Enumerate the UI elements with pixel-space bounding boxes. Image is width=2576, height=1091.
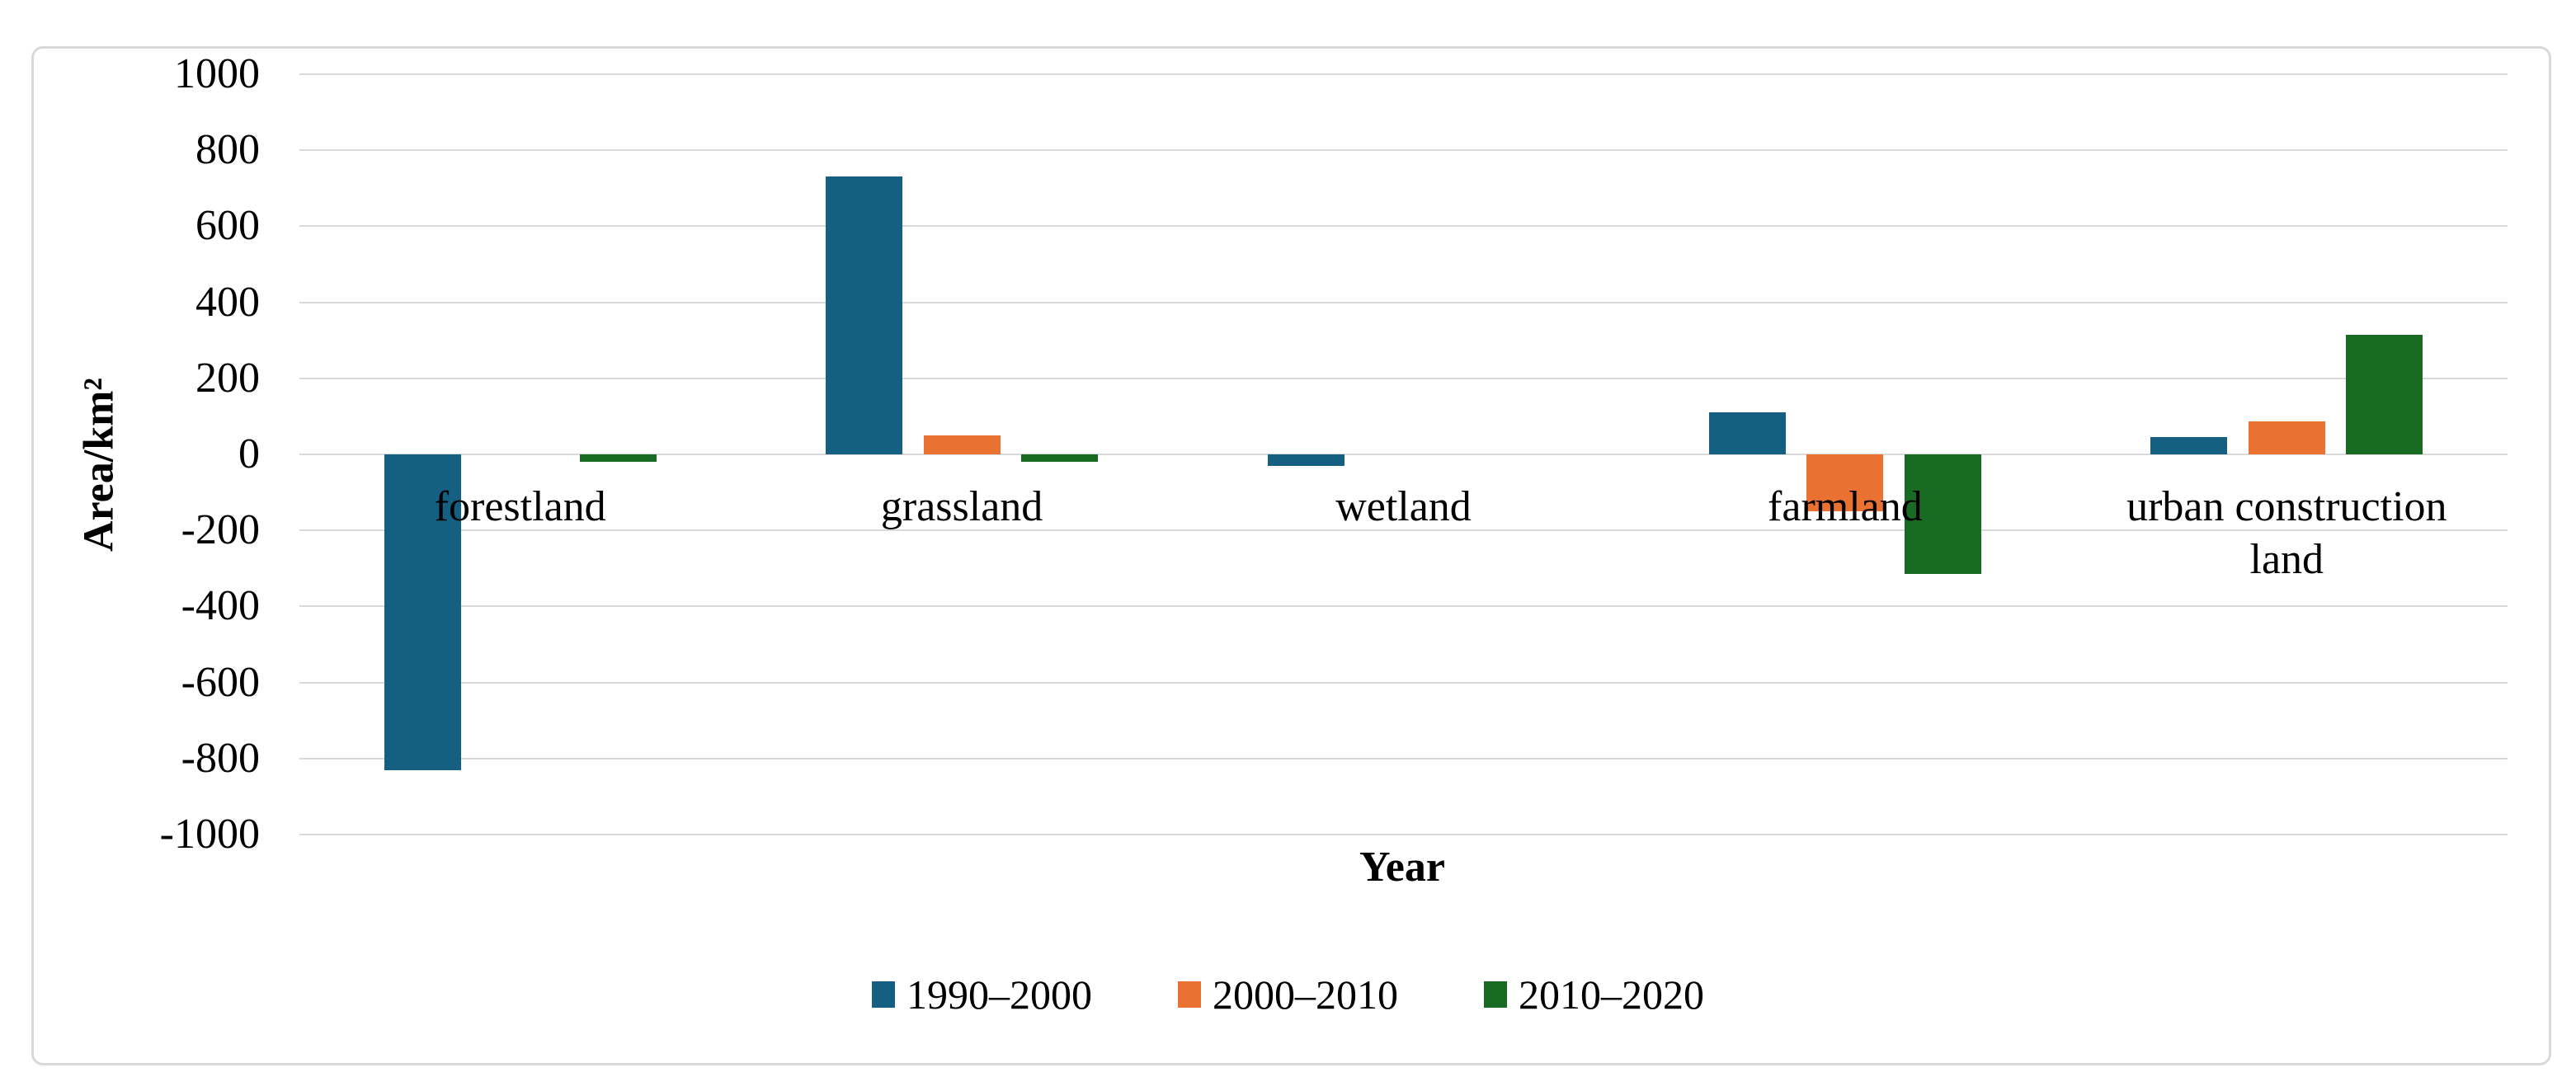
bar-2010-2020-farmland: [1904, 454, 1981, 575]
legend-item: 2010–2020: [1484, 971, 1704, 1018]
y-tick-label: 400: [195, 278, 260, 326]
y-tick-label: -800: [181, 734, 260, 782]
y-tick-label: 800: [195, 126, 260, 174]
legend-item: 1990–2000: [872, 971, 1092, 1018]
bar-2000-2010-farmland: [1806, 454, 1884, 512]
bar-2010-2020-grassland: [1021, 454, 1099, 463]
x-axis-title: Year: [1359, 844, 1445, 891]
legend-label: 2010–2020: [1519, 971, 1704, 1018]
bar-2010-2020-forestland: [579, 454, 657, 463]
gridline: [299, 149, 2508, 152]
gridline: [299, 834, 2508, 835]
gridline: [299, 605, 2508, 608]
bar-2000-2010-grassland: [923, 435, 1001, 454]
bar-1990-2000-forestland: [384, 454, 461, 770]
y-tick-label: -600: [181, 658, 260, 706]
x-category-label-urban-construction-land: urban construction land: [2126, 483, 2447, 583]
gridline: [299, 757, 2508, 759]
gridline: [299, 681, 2508, 684]
x-category-label-grassland: grassland: [880, 483, 1043, 530]
bar-2000-2010-urban-construction-land: [2248, 421, 2325, 454]
y-tick-label: 200: [195, 354, 260, 402]
x-category-label-farmland: farmland: [1768, 483, 1923, 530]
plot-area: forestland grassland wetland farmland urban …: [299, 73, 2508, 835]
legend-swatch-icon: [1484, 981, 1507, 1008]
gridline: [299, 529, 2508, 532]
chart-legend: 1990–2000 2000–2010 2010–2020: [0, 971, 2576, 1018]
y-tick-label: 1000: [174, 50, 260, 97]
gridline: [299, 73, 2508, 75]
gridline: [299, 454, 2508, 455]
bar-1990-2000-grassland: [826, 176, 903, 454]
gridline: [299, 225, 2508, 228]
gridline: [299, 377, 2508, 379]
bar-1990-2000-urban-construction-land: [2150, 437, 2228, 454]
bar-2010-2020-urban-construction-land: [2346, 334, 2423, 454]
legend-swatch-icon: [872, 981, 895, 1008]
legend-label: 2000–2010: [1213, 971, 1398, 1018]
legend-label: 1990–2000: [907, 971, 1092, 1018]
bar-1990-2000-wetland: [1267, 454, 1345, 466]
x-category-label-forestland: forestland: [434, 483, 606, 530]
y-tick-label: -200: [181, 506, 260, 554]
x-category-label-wetland: wetland: [1335, 483, 1472, 530]
gridline: [299, 301, 2508, 303]
y-tick-label: -1000: [159, 811, 260, 858]
y-tick-label: 600: [195, 202, 260, 250]
y-tick-label: -400: [181, 582, 260, 630]
legend-swatch-icon: [1178, 981, 1201, 1008]
legend-item: 2000–2010: [1178, 971, 1398, 1018]
y-tick-label: 0: [238, 430, 260, 477]
bar-1990-2000-farmland: [1708, 412, 1786, 454]
